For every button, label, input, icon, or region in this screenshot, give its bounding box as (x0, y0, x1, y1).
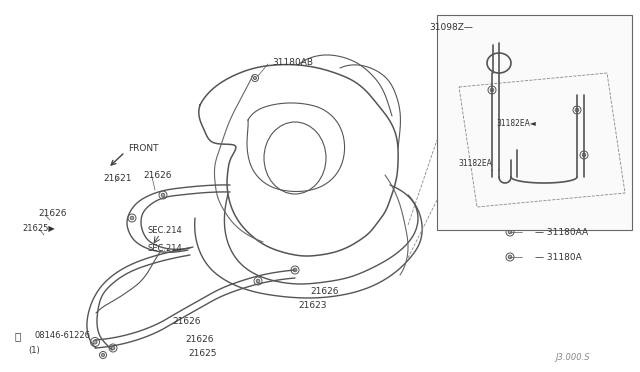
Circle shape (293, 268, 297, 272)
Circle shape (161, 193, 165, 197)
Circle shape (101, 353, 104, 357)
Text: 21626: 21626 (185, 336, 214, 344)
Text: 21626: 21626 (143, 170, 172, 180)
Text: — 31180A: — 31180A (535, 253, 582, 262)
Text: — 31180AA: — 31180AA (535, 228, 588, 237)
Text: FRONT: FRONT (128, 144, 159, 153)
Text: 08146-61226: 08146-61226 (34, 331, 90, 340)
Circle shape (575, 108, 579, 112)
Text: 21626: 21626 (38, 208, 67, 218)
Bar (437, 15, 632, 230)
Text: 31182EA: 31182EA (458, 158, 492, 167)
Circle shape (130, 216, 134, 220)
Text: 31180AB: 31180AB (272, 58, 313, 67)
Text: SEC.214: SEC.214 (148, 244, 183, 253)
Text: J3.000.S: J3.000.S (556, 353, 590, 362)
Text: 21625▶: 21625▶ (22, 224, 55, 232)
Text: (1): (1) (28, 346, 40, 355)
Circle shape (93, 340, 97, 344)
Text: 21623: 21623 (298, 301, 326, 310)
Text: Ⓑ: Ⓑ (14, 331, 20, 341)
Text: SEC.214: SEC.214 (148, 225, 183, 234)
Circle shape (508, 255, 512, 259)
Circle shape (582, 153, 586, 157)
Text: 21625: 21625 (188, 350, 216, 359)
Text: 21626: 21626 (310, 286, 339, 295)
Circle shape (490, 88, 494, 92)
Circle shape (111, 346, 115, 350)
Text: 21626: 21626 (172, 317, 200, 327)
Circle shape (256, 279, 260, 283)
Text: 31182EA◄: 31182EA◄ (496, 119, 536, 128)
Text: 21621: 21621 (103, 173, 131, 183)
Circle shape (253, 76, 257, 80)
Text: 31098Z—: 31098Z— (429, 22, 473, 32)
Circle shape (508, 230, 512, 234)
